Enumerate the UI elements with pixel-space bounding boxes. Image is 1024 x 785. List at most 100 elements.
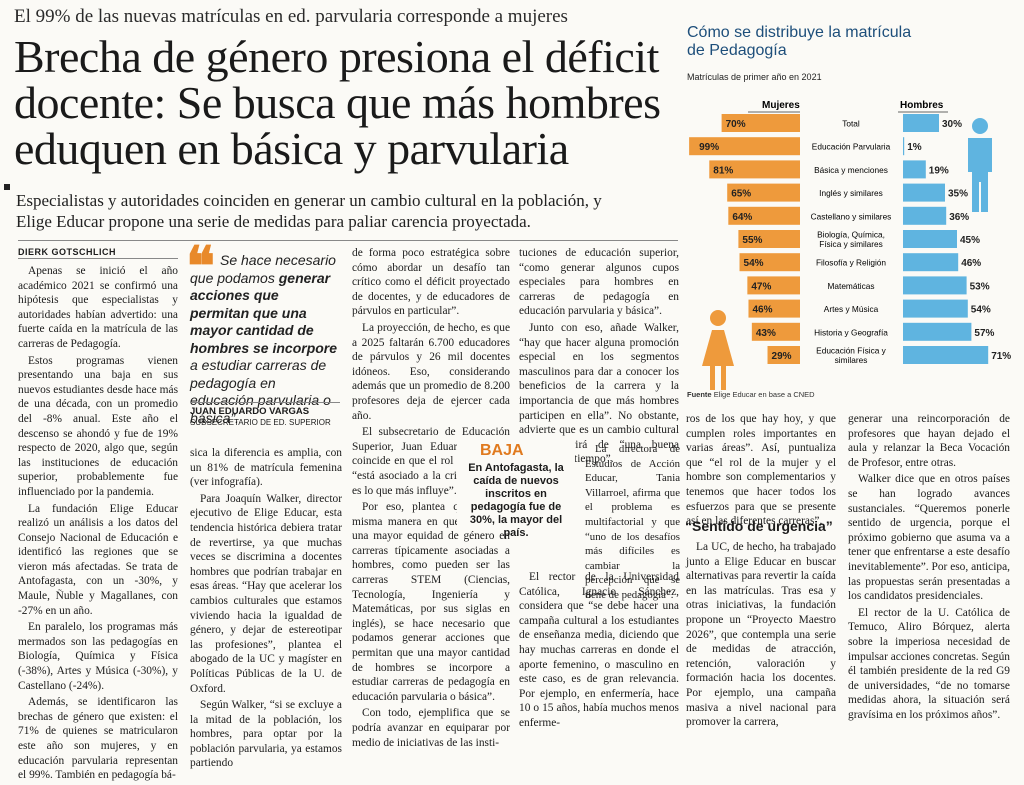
bar-men xyxy=(903,206,947,225)
category-label: Biología, Química, xyxy=(817,230,885,240)
deck-line-1: Especialistas y autoridades coinciden en… xyxy=(16,191,602,210)
byline-rule xyxy=(18,258,178,259)
quote-author: JUAN EDUARDO VARGAS xyxy=(190,406,310,417)
data-label-women: 54% xyxy=(744,258,764,269)
bar-women xyxy=(727,183,800,202)
baja-text: En Antofagasta, la caída de nuevos inscr… xyxy=(468,462,564,539)
paragraph: Por eso, plantea que “de la misma manera… xyxy=(352,501,510,703)
paragraph: Apenas se inició el año académico 2021 s… xyxy=(18,265,178,350)
bar-women xyxy=(739,253,800,272)
paragraph: La UC, de hecho, ha trabajado junto a El… xyxy=(686,541,836,729)
kicker: El 99% de las nuevas matrículas en ed. p… xyxy=(14,6,568,27)
category-label: Educación Parvularia xyxy=(812,142,891,152)
column-3: de forma poco estratégica sobre cómo abo… xyxy=(352,246,510,752)
quote-rule xyxy=(190,402,340,403)
bar-men xyxy=(903,253,959,272)
chart-title: Cómo se distribuye la matrícula de Pedag… xyxy=(687,24,1007,60)
paragraph: La fundación Elige Educar realizó un aná… xyxy=(18,502,178,617)
data-label-women: 81% xyxy=(713,165,733,176)
deck-bullet xyxy=(4,184,10,190)
bar-men xyxy=(903,137,905,156)
data-label-women: 29% xyxy=(772,351,792,362)
woman-figure-icon xyxy=(702,310,734,390)
headline-line-2: docente: Se busca que más hombres xyxy=(14,77,661,128)
data-label-men: 54% xyxy=(971,305,991,316)
bar-men xyxy=(903,346,989,364)
data-label-women: 43% xyxy=(756,328,776,339)
pull-quote: Se hace necesario que podamos generar ac… xyxy=(190,252,338,426)
bar-men xyxy=(903,299,968,318)
paragraph: sica la diferencia es amplia, con un 81%… xyxy=(190,447,342,489)
subhead: “Sentido de urgencia” xyxy=(685,518,833,534)
data-label-men: 36% xyxy=(949,212,969,223)
category-label: Educación Física y xyxy=(816,346,886,356)
bar-men xyxy=(903,276,967,295)
chart-title-line-1: Cómo se distribuye la matrícula xyxy=(687,24,912,41)
data-label-women: 64% xyxy=(732,212,752,223)
headline: Brecha de género presiona el déficit doc… xyxy=(14,34,674,172)
column-5b: La UC, de hecho, ha trabajado junto a El… xyxy=(686,540,836,732)
paragraph: generar una reincorporación de profesore… xyxy=(848,413,1010,469)
category-label: Física y similares xyxy=(819,239,883,249)
column-6: generar una reincorporación de profesore… xyxy=(848,412,1010,724)
headline-line-3: eduquen en básica y parvularia xyxy=(14,123,569,174)
paragraph: tuciones de educación superior, “como ge… xyxy=(519,247,679,318)
baja-box xyxy=(457,442,575,528)
man-figure-icon xyxy=(968,118,992,212)
category-label: Básica y menciones xyxy=(814,165,888,175)
category-label: Total xyxy=(842,119,860,129)
deck-line-2: Elige Educar propone una serie de medida… xyxy=(16,212,531,231)
data-label-women: 47% xyxy=(751,281,771,292)
column-4c: El rector de la Universidad Católica, Ig… xyxy=(519,570,679,733)
data-label-men: 46% xyxy=(961,258,981,269)
category-label: Matemáticas xyxy=(827,281,874,291)
bar-men xyxy=(903,230,957,248)
category-label: Castellano y similares xyxy=(811,211,892,221)
data-label-men: 19% xyxy=(929,165,949,176)
data-label-women: 46% xyxy=(752,305,772,316)
data-label-women: 70% xyxy=(726,119,746,130)
bar-men xyxy=(903,183,945,202)
data-label-men: 35% xyxy=(948,189,968,200)
bar-women xyxy=(748,299,800,318)
gender-bar-chart: Mujeres Hombres 70% 30% Total 99% 1% Educación … xyxy=(689,100,1011,390)
data-label-men: 30% xyxy=(942,119,962,130)
headline-line-1: Brecha de género presiona el déficit xyxy=(14,31,659,82)
paragraph: Para Joaquín Walker, director ejecutivo … xyxy=(190,492,342,695)
bar-women xyxy=(738,230,800,248)
chart-subtitle: Matrículas de primer año en 2021 xyxy=(687,72,822,82)
chart-source: Fuente Elige Educar en base a CNED xyxy=(687,390,815,399)
bar-women xyxy=(689,137,800,156)
data-label-women: 99% xyxy=(699,142,719,153)
paragraph: La proyección, de hecho, es que a 2025 f… xyxy=(352,321,510,422)
data-label-men: 53% xyxy=(970,281,990,292)
bar-men xyxy=(903,160,926,179)
deck: Especialistas y autoridades coinciden en… xyxy=(16,190,676,232)
divider xyxy=(18,240,678,241)
category-label: Historia y Geografía xyxy=(814,327,888,337)
paragraph: de forma poco estratégica sobre cómo abo… xyxy=(352,247,510,318)
paragraph: El rector de la Universidad Católica, Ig… xyxy=(519,571,679,729)
bar-men xyxy=(903,322,972,341)
paragraph: ros de los que hay hoy, y que cumplen ro… xyxy=(686,413,836,528)
quote-mark-icon: ❝ xyxy=(186,237,216,297)
bar-women xyxy=(709,160,800,179)
legend-women: Mujeres xyxy=(762,100,800,111)
column-4b: La directora de Estudios de Acción Educa… xyxy=(585,442,680,605)
bar-women xyxy=(747,276,800,295)
paragraph: En paralelo, los programas más mermados … xyxy=(18,621,178,692)
column-5: ros de los que hay hoy, y que cumplen ro… xyxy=(686,412,836,531)
data-label-men: 57% xyxy=(974,328,994,339)
category-label: Artes y Música xyxy=(824,304,879,314)
data-label-men: 1% xyxy=(907,142,922,153)
legend-men: Hombres xyxy=(900,100,944,111)
bar-women xyxy=(728,206,800,225)
data-label-women: 65% xyxy=(731,189,751,200)
paragraph: Walker dice que en otros países se han l… xyxy=(848,473,1010,603)
data-label-men: 45% xyxy=(960,235,980,246)
category-label: Inglés y similares xyxy=(819,188,883,198)
data-label-women: 55% xyxy=(742,235,762,246)
quote-role: SUBSECRETARIO DE ED. SUPERIOR xyxy=(190,418,331,427)
category-label: Filosofía y Religión xyxy=(816,258,886,268)
bar-men xyxy=(903,114,939,132)
